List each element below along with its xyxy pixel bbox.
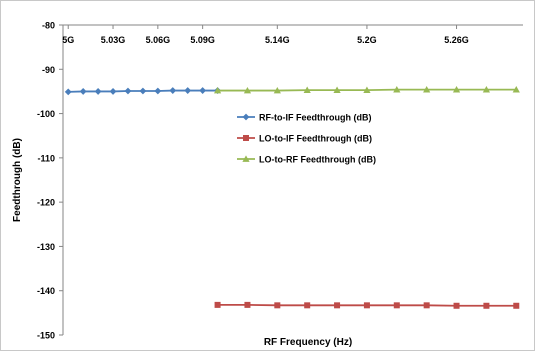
legend-entry: RF-to-IF Feedthrough (dB) <box>259 113 371 123</box>
data-point-marker <box>213 86 222 94</box>
data-point-marker <box>333 86 341 93</box>
y-tick-label: -120 <box>37 198 55 208</box>
data-point-marker <box>274 302 281 309</box>
y-axis-title: Feedthrough (dB) <box>12 138 23 222</box>
y-tick-label: -140 <box>37 286 55 296</box>
data-point-marker <box>303 86 311 93</box>
data-point-marker <box>363 86 371 93</box>
data-point-marker <box>393 86 401 93</box>
x-tick-label: 5.03G <box>101 35 126 45</box>
y-tick-label: -150 <box>37 331 55 341</box>
x-tick-label: 5.2G <box>357 35 377 45</box>
legend-entry: LO-to-RF Feedthrough (dB) <box>259 155 376 165</box>
data-point-marker <box>154 87 162 95</box>
data-point-marker <box>304 302 311 309</box>
data-point-marker <box>273 86 281 94</box>
y-tick-label: -130 <box>37 242 55 252</box>
y-tick-label: -100 <box>37 109 55 119</box>
data-point-marker <box>483 302 490 309</box>
legend-entry: LO-to-IF Feedthrough (dB) <box>259 134 372 144</box>
data-point-marker <box>512 86 520 93</box>
x-tick-label: 5.09G <box>190 35 215 45</box>
data-point-marker <box>243 86 252 94</box>
data-point-marker <box>94 88 102 95</box>
x-tick-label: 5.14G <box>265 35 290 45</box>
data-point-marker <box>423 86 431 93</box>
x-tick-label: 5G <box>62 35 74 45</box>
x-tick-label: 5.06G <box>146 35 171 45</box>
data-point-marker <box>243 135 249 141</box>
data-point-marker <box>109 88 117 95</box>
data-point-marker <box>334 302 341 309</box>
data-point-marker <box>64 88 72 96</box>
y-tick-label: -90 <box>42 65 55 75</box>
x-tick-label: 5.26G <box>444 35 469 45</box>
data-point-marker <box>139 87 147 95</box>
data-point-marker <box>482 86 491 93</box>
data-point-marker <box>79 88 87 95</box>
data-point-marker <box>513 302 520 309</box>
data-point-marker <box>244 301 251 308</box>
data-point-marker <box>124 87 132 95</box>
data-point-marker <box>199 87 207 94</box>
chart-svg: -80 -90 -100 -110 -120 -130 -140 -150 5G 5.03G 5.0… <box>12 21 523 348</box>
data-point-marker <box>452 86 461 93</box>
data-point-marker <box>242 155 250 162</box>
data-point-marker <box>423 302 430 309</box>
y-tick-label: -80 <box>42 21 55 31</box>
data-point-marker <box>453 302 460 309</box>
data-point-marker <box>393 302 400 309</box>
y-tick-label: -110 <box>37 153 55 163</box>
data-point-marker <box>214 301 221 308</box>
x-axis-title: RF Frequency (Hz) <box>264 337 352 348</box>
data-point-marker <box>184 87 192 94</box>
data-point-marker <box>169 87 177 94</box>
data-point-marker <box>242 113 250 121</box>
data-point-marker <box>363 302 370 309</box>
